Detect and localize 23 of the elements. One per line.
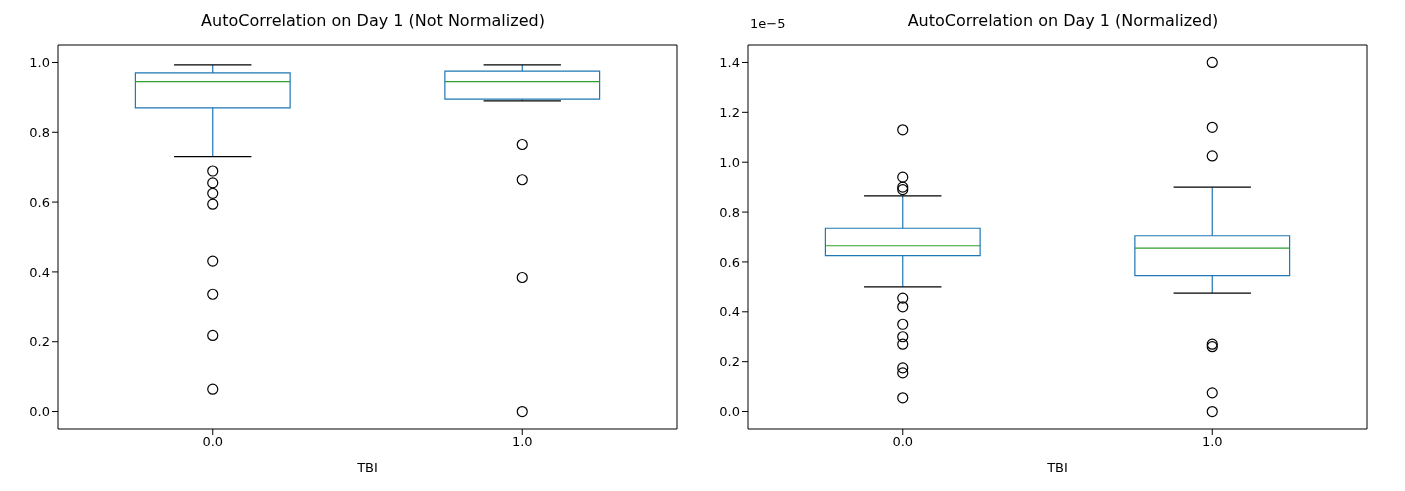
x-tick-label: 0.0 [202,434,224,450]
x-tick-label: 1.0 [511,434,533,450]
y-tick-label: 1.4 [719,55,740,71]
x-tick-label: 0.0 [892,434,914,450]
x-axis-title: TBI [356,460,378,475]
y-tick-label: 0.2 [719,354,740,370]
y-tick-label: 0.2 [29,334,50,350]
y-tick-label: 0.8 [29,124,50,140]
y-tick-label: 0.6 [29,194,50,210]
y-tick-label: 0.0 [29,404,50,420]
y-tick-label: 0.0 [719,404,740,420]
text: 1e−5 [750,16,786,31]
x-tick-label: 1.0 [1201,434,1223,450]
y-tick-label: 0.4 [719,304,740,320]
chart-title: AutoCorrelation on Day 1 (Normalized) [907,11,1219,30]
y-tick-label: 0.4 [29,264,50,280]
x-axis-title: TBI [1046,460,1068,475]
y-tick-label: 1.0 [719,154,740,170]
chart-title: AutoCorrelation on Day 1 (Not Normalized) [200,10,546,32]
y-tick-label: 1.2 [719,104,740,120]
y-tick-label: 1.0 [29,55,50,71]
y-tick-label: 0.6 [719,254,740,270]
y-tick-label: 0.8 [719,204,740,220]
